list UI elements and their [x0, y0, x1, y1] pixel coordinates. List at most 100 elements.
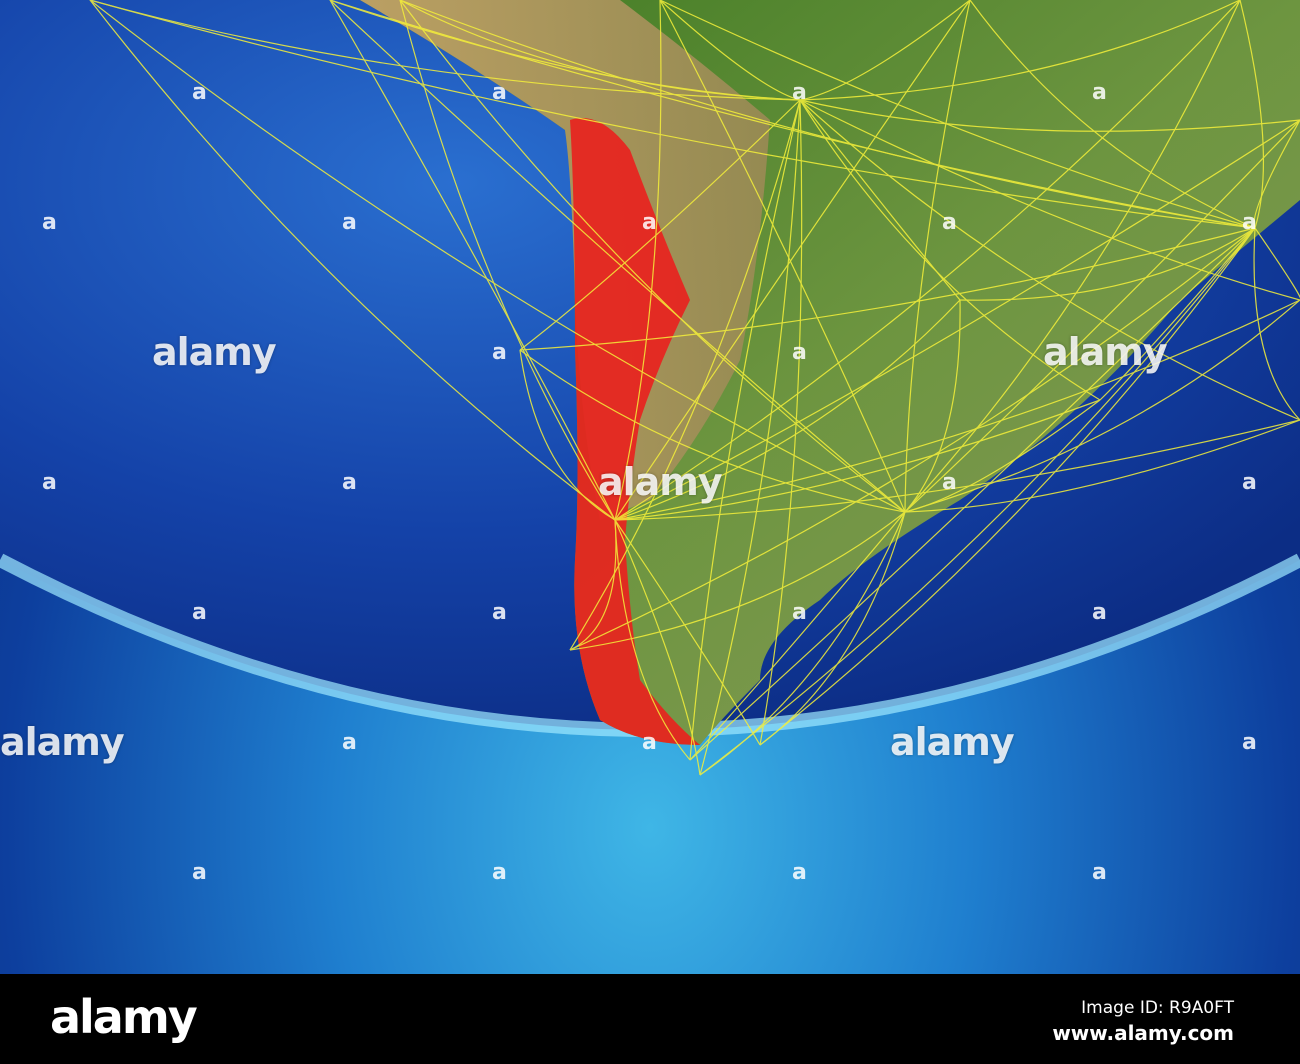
chile-highlight — [570, 118, 700, 745]
network-arc — [329, 0, 906, 513]
watermark-mark: a — [192, 600, 207, 625]
watermark-mark: a — [942, 470, 957, 495]
watermark-mark: a — [942, 210, 957, 235]
network-arc — [659, 0, 1256, 229]
watermark-mark: a — [1092, 860, 1107, 885]
network-arc — [89, 0, 801, 101]
alamy-logo: alamy — [50, 990, 198, 1044]
watermark-mark: a — [792, 600, 807, 625]
network-arc — [699, 511, 906, 776]
network-arc — [959, 227, 1256, 301]
watermark-mark: a — [492, 860, 507, 885]
network-arc — [89, 0, 1256, 229]
network-arc — [614, 519, 761, 746]
network-arc — [614, 299, 1300, 521]
network-arc — [569, 519, 617, 651]
watermark-mark: a — [1242, 210, 1257, 235]
site-url[interactable]: www.alamy.com — [1052, 1021, 1234, 1045]
watermark: alamy — [1043, 330, 1168, 374]
network-arc — [904, 419, 1300, 513]
network-arc — [759, 511, 906, 746]
watermark-mark: a — [792, 860, 807, 885]
network-arc — [569, 227, 1256, 651]
watermark-mark: a — [642, 730, 657, 755]
network-arc — [659, 0, 906, 513]
network-arc — [329, 0, 616, 521]
network-arc — [399, 0, 1256, 229]
watermark: alamy — [890, 720, 1015, 764]
network-arc — [399, 0, 906, 513]
network-arc — [89, 0, 616, 521]
watermark-mark: a — [192, 80, 207, 105]
watermark: alamy — [152, 330, 277, 374]
network-arc — [759, 99, 803, 746]
network-arc — [689, 99, 801, 761]
watermark-mark: a — [492, 340, 507, 365]
watermark-mark: a — [1242, 730, 1257, 755]
watermark-mark: a — [342, 210, 357, 235]
network-arc — [904, 0, 1241, 513]
network-arc — [614, 519, 691, 761]
network-arc — [519, 227, 1256, 351]
watermark-mark: a — [192, 860, 207, 885]
network-arc — [1254, 227, 1300, 301]
network-arc — [759, 227, 1256, 746]
network-arc — [614, 0, 1241, 521]
network-arc — [1239, 0, 1265, 229]
watermark-mark: a — [42, 210, 57, 235]
watermark: alamy — [0, 720, 125, 764]
network-arc — [799, 99, 1300, 301]
watermark-mark: a — [1092, 600, 1107, 625]
watermark-mark: a — [1092, 80, 1107, 105]
network-lines — [89, 0, 1300, 776]
watermark-mark: a — [342, 730, 357, 755]
network-arc — [799, 0, 1241, 101]
network-arc — [614, 119, 1300, 521]
watermark-mark: a — [492, 600, 507, 625]
network-arc — [904, 399, 1101, 513]
network-arc — [614, 0, 971, 521]
network-arc — [569, 99, 801, 651]
footer-bar — [0, 974, 1300, 1064]
network-arc — [659, 0, 801, 101]
watermark-mark: a — [42, 470, 57, 495]
network-arc — [519, 349, 616, 521]
network-arc — [689, 511, 906, 761]
network-arc — [89, 0, 906, 513]
network-arc — [614, 0, 662, 521]
network-arc — [614, 299, 961, 521]
network-arc — [614, 419, 1300, 521]
watermark-mark: a — [642, 210, 657, 235]
watermark-mark: a — [792, 340, 807, 365]
network-arc — [904, 299, 1300, 513]
network-arc — [699, 227, 1256, 776]
watermark-mark: a — [1242, 470, 1257, 495]
network-arc — [904, 119, 1300, 513]
network-arc — [904, 0, 971, 513]
image-id: Image ID: R9A0FT — [1081, 998, 1234, 1018]
network-arc — [399, 0, 616, 521]
watermark-mark: a — [342, 470, 357, 495]
network-arc — [614, 519, 701, 776]
network-arc — [969, 0, 1256, 229]
network-arc — [799, 99, 1300, 132]
network-arc — [519, 349, 906, 513]
network-arc — [799, 99, 961, 301]
network-arc — [569, 511, 906, 651]
network-arc — [614, 399, 1101, 521]
watermark-mark: a — [792, 80, 807, 105]
network-arc — [699, 99, 801, 776]
network-arc — [1253, 119, 1300, 229]
network-arc — [904, 299, 961, 513]
watermark: alamy — [598, 460, 723, 504]
globe-illustration — [0, 0, 1300, 776]
network-arc — [689, 227, 1256, 761]
network-arc — [1253, 227, 1300, 421]
network-arc — [1099, 227, 1256, 401]
andes-region — [360, 0, 770, 520]
globe-render: alamy alamy alamy alamy alamy a a a a a a a a a a… — [0, 0, 1300, 974]
network-arc — [799, 99, 1300, 421]
network-arc — [519, 99, 801, 351]
network-arc — [399, 0, 801, 101]
watermark-mark: a — [492, 80, 507, 105]
